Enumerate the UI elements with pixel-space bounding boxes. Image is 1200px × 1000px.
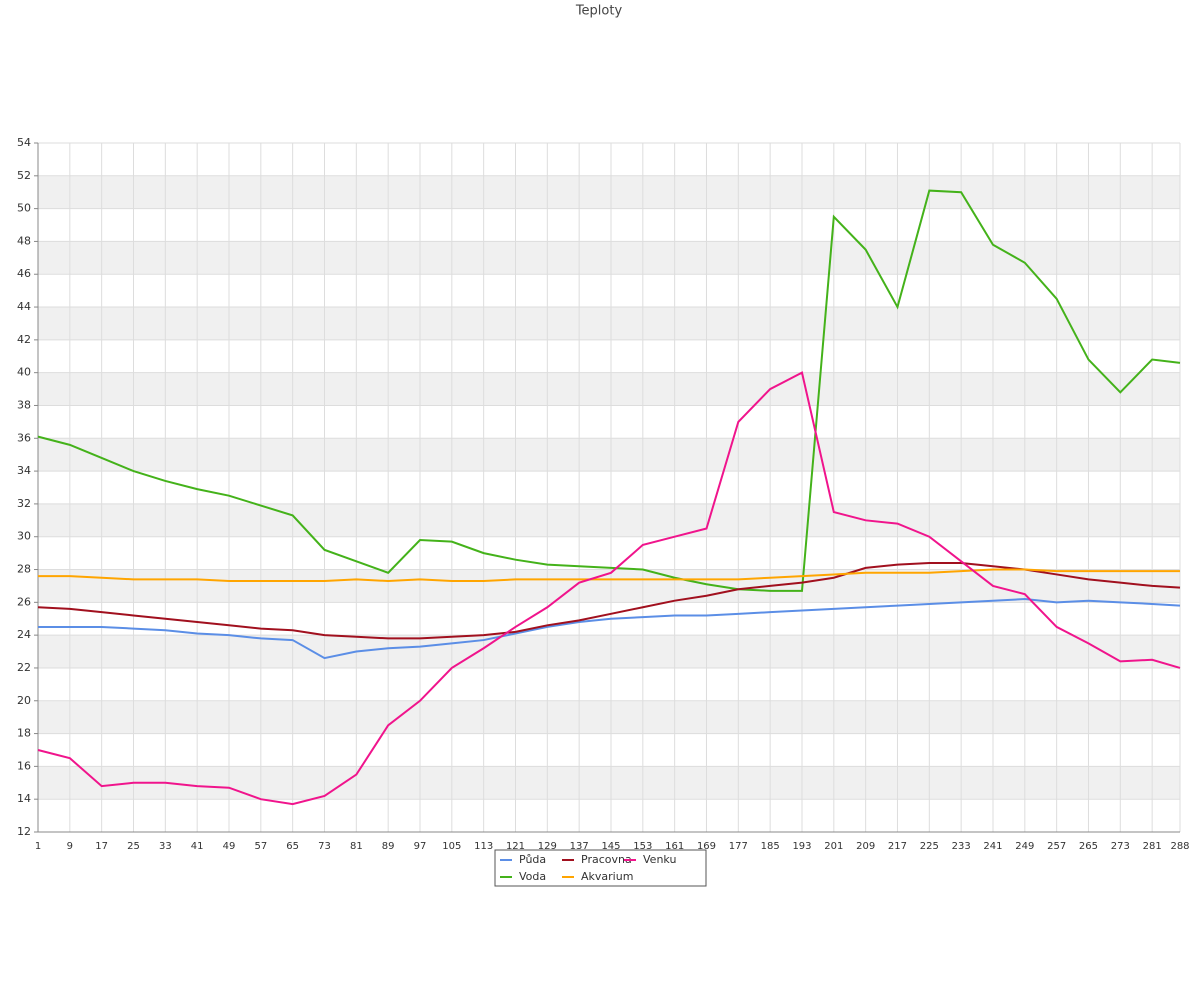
legend-label: Akvarium — [581, 870, 633, 883]
x-tick-label: 89 — [382, 841, 395, 852]
y-tick-label: 24 — [17, 628, 31, 641]
x-tick-label: 185 — [761, 841, 780, 852]
y-tick-label: 22 — [17, 661, 31, 674]
grid-band — [38, 700, 1180, 734]
y-tick-label: 50 — [17, 202, 31, 215]
grid-band — [38, 175, 1180, 209]
x-tick-label: 137 — [570, 841, 589, 852]
legend-label: Půda — [519, 853, 546, 866]
y-tick-label: 20 — [17, 694, 31, 707]
y-tick-label: 42 — [17, 333, 31, 346]
series-line — [37, 189, 1181, 592]
series-line — [37, 561, 1181, 640]
grid-band — [38, 372, 1180, 406]
x-tick-label: 1 — [35, 841, 41, 852]
x-tick-label: 169 — [697, 841, 716, 852]
x-tick-label: 105 — [442, 841, 461, 852]
y-tick-label: 46 — [17, 267, 31, 280]
x-tick-label: 193 — [792, 841, 811, 852]
y-tick-label: 14 — [17, 792, 31, 805]
x-tick-label: 241 — [983, 841, 1002, 852]
y-tick-label: 40 — [17, 366, 31, 379]
x-tick-label: 209 — [856, 841, 875, 852]
y-tick-label: 48 — [17, 234, 31, 247]
x-tick-label: 41 — [191, 841, 204, 852]
x-tick-label: 121 — [506, 841, 525, 852]
chart-title: Teploty — [575, 4, 623, 19]
grid-band — [38, 241, 1180, 275]
x-tick-label: 281 — [1143, 841, 1162, 852]
x-tick-label: 249 — [1015, 841, 1034, 852]
y-tick-label: 52 — [17, 169, 31, 182]
legend-box — [494, 849, 707, 887]
y-tick-label: 36 — [17, 431, 31, 444]
grid-band — [38, 766, 1180, 800]
y-tick-label: 44 — [17, 300, 31, 313]
legend-label: Venku — [643, 853, 676, 866]
x-tick-label: 81 — [350, 841, 363, 852]
x-tick-label: 201 — [824, 841, 843, 852]
x-tick-label: 9 — [67, 841, 73, 852]
y-tick-label: 38 — [17, 398, 31, 411]
y-tick-label: 16 — [17, 759, 31, 772]
grid-band — [38, 503, 1180, 537]
grid-band — [38, 569, 1180, 603]
x-tick-label: 113 — [474, 841, 493, 852]
y-tick-label: 32 — [17, 497, 31, 510]
x-tick-label: 25 — [127, 841, 140, 852]
legend-label: Voda — [519, 870, 546, 883]
x-tick-label: 97 — [414, 841, 427, 852]
x-tick-label: 273 — [1111, 841, 1130, 852]
y-tick-label: 30 — [17, 530, 31, 543]
y-tick-label: 18 — [17, 727, 31, 740]
x-tick-label: 33 — [159, 841, 172, 852]
x-tick-label: 265 — [1079, 841, 1098, 852]
x-tick-label: 225 — [920, 841, 939, 852]
x-tick-label: 161 — [665, 841, 684, 852]
x-tick-label: 129 — [538, 841, 557, 852]
series-line — [38, 568, 1180, 583]
x-tick-label: 17 — [95, 841, 108, 852]
series-line — [37, 371, 1181, 806]
grid-band — [38, 438, 1180, 472]
legend-label: Pracovna — [581, 853, 632, 866]
x-tick-label: 65 — [286, 841, 299, 852]
y-tick-label: 28 — [17, 563, 31, 576]
y-tick-label: 54 — [17, 136, 31, 149]
grid-band — [38, 307, 1180, 340]
x-tick-label: 145 — [601, 841, 620, 852]
x-tick-label: 233 — [952, 841, 971, 852]
x-tick-label: 217 — [888, 841, 907, 852]
y-tick-label: 26 — [17, 595, 31, 608]
y-tick-label: 12 — [17, 825, 31, 838]
y-tick-label: 34 — [17, 464, 31, 477]
x-tick-label: 288 — [1170, 841, 1189, 852]
x-tick-label: 153 — [633, 841, 652, 852]
x-tick-label: 73 — [318, 841, 331, 852]
x-tick-label: 177 — [729, 841, 748, 852]
x-tick-label: 49 — [223, 841, 236, 852]
series-line — [38, 598, 1181, 660]
x-tick-label: 257 — [1047, 841, 1066, 852]
grid-band — [38, 635, 1180, 668]
x-tick-label: 57 — [254, 841, 267, 852]
